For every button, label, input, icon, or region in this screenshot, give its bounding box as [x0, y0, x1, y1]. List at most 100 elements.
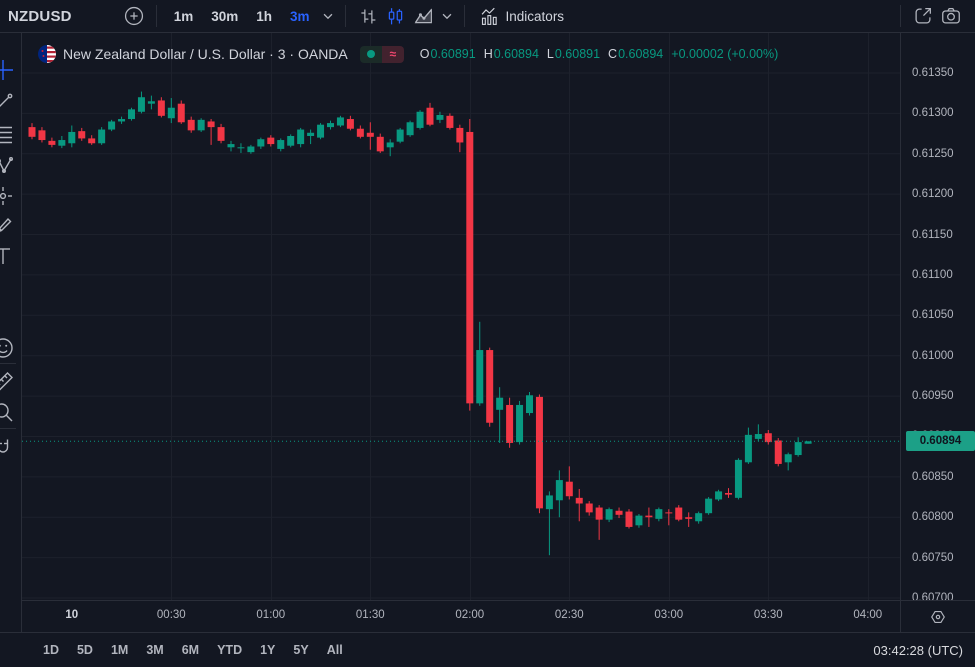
top-toolbar: NZDUSD 1m 30m 1h 3m	[0, 0, 975, 33]
range-button-5d[interactable]: 5D	[70, 639, 100, 661]
range-button-1y[interactable]: 1Y	[253, 639, 282, 661]
magnet-icon	[0, 439, 9, 453]
last-price-badge: 0.60894	[906, 431, 975, 452]
drawing-toolbar	[0, 33, 22, 632]
time-tick-label: 01:00	[256, 609, 286, 621]
chevron-down-icon	[442, 13, 451, 20]
pattern-icon	[0, 157, 14, 173]
time-tick-label: 10	[65, 609, 79, 621]
range-button-1m[interactable]: 1M	[104, 639, 135, 661]
price-tick-label: 0.61050	[912, 309, 954, 322]
time-tick-label: 01:30	[355, 609, 385, 621]
toolbar-separator	[900, 5, 901, 27]
time-tick-label: 03:30	[753, 609, 783, 621]
price-tick-label: 0.61300	[912, 107, 954, 120]
interval-button-1m[interactable]: 1m	[165, 5, 203, 28]
time-tick-label: 03:00	[654, 609, 684, 621]
measure-tool-button[interactable]	[0, 369, 17, 395]
bar-chart-type-button[interactable]	[354, 2, 382, 30]
emoji-tool-button[interactable]	[0, 335, 17, 361]
sidebar-separator	[0, 363, 16, 364]
plus-icon	[124, 6, 143, 26]
interval-button-3m[interactable]: 3m	[281, 5, 319, 28]
market-status-pill[interactable]: ≈	[359, 45, 404, 63]
time-tick-label: 00:30	[156, 609, 186, 621]
interval-group: 1m 30m 1h 3m	[165, 5, 319, 28]
range-button-3m[interactable]: 3M	[139, 639, 170, 661]
price-tick-label: 0.61250	[912, 147, 954, 160]
candlestick-chart-type-icon	[388, 7, 403, 24]
price-tick-label: 0.61000	[912, 349, 954, 362]
price-tick-label: 0.61350	[912, 67, 954, 79]
range-button-ytd[interactable]: YTD	[210, 639, 249, 661]
interval-button-30m[interactable]: 30m	[202, 5, 247, 28]
main-area: New Zealand Dollar / U.S. Dollar · 3 · O…	[0, 33, 975, 632]
brush-icon	[0, 217, 12, 233]
time-tick-label: 02:00	[455, 609, 485, 621]
interval-button-1h[interactable]: 1h	[247, 5, 281, 28]
interval-menu-button[interactable]	[319, 2, 337, 30]
brush-tool-button[interactable]	[0, 213, 17, 239]
market-open-dot-icon	[359, 45, 382, 63]
crosshair-tool-button[interactable]	[0, 57, 17, 83]
magnifier-icon	[0, 403, 13, 422]
indicators-button[interactable]: Indicators	[473, 2, 571, 31]
trend-line-icon	[0, 93, 13, 107]
long-position-tool-button[interactable]	[0, 183, 17, 209]
price-tick-label: 0.60950	[912, 390, 954, 403]
magnet-tool-button[interactable]	[0, 435, 17, 461]
indicators-label: Indicators	[505, 8, 565, 24]
trend-line-tool-button[interactable]	[0, 90, 17, 116]
chart-pane[interactable]: New Zealand Dollar / U.S. Dollar · 3 · O…	[22, 33, 900, 632]
toolbar-separator	[344, 5, 346, 27]
text-tool-button[interactable]	[0, 243, 17, 269]
chart-type-menu-button[interactable]	[438, 2, 456, 30]
xabcd-pattern-tool-button[interactable]	[0, 154, 17, 180]
chevron-down-icon	[323, 13, 332, 20]
zoom-tool-button[interactable]	[0, 399, 17, 425]
symbol-name[interactable]: NZDUSD	[8, 7, 72, 25]
date-range-group: 1D 5D 1M 3M 6M YTD 1Y 5Y All	[36, 639, 350, 661]
ruler-icon	[0, 372, 13, 391]
price-axis[interactable]: 0.61350 0.61300 0.61250 0.61200 0.61150 0.611…	[900, 33, 975, 632]
candlestick-chart-type-button[interactable]	[382, 2, 410, 30]
price-tick-label: 0.60750	[912, 551, 954, 564]
compare-add-symbol-button[interactable]	[120, 2, 148, 30]
indicators-icon	[481, 7, 497, 25]
fib-retracement-tool-button[interactable]	[0, 122, 17, 148]
area-chart-type-icon	[414, 7, 432, 23]
price-tick-label: 0.61100	[912, 268, 953, 281]
range-button-5y[interactable]: 5Y	[286, 639, 315, 661]
price-tick-label: 0.61150	[912, 228, 953, 241]
toolbar-separator	[155, 5, 157, 27]
range-button-1d[interactable]: 1D	[36, 639, 66, 661]
time-tick-label: 02:30	[554, 609, 584, 621]
axis-settings-icon[interactable]	[928, 607, 948, 627]
fib-retracement-icon	[0, 126, 12, 144]
area-chart-type-button[interactable]	[410, 2, 438, 30]
share-icon	[915, 8, 931, 24]
range-button-6m[interactable]: 6M	[175, 639, 206, 661]
price-tick-label: 0.60700	[912, 592, 954, 604]
bottom-toolbar: 1D 5D 1M 3M 6M YTD 1Y 5Y All 03:42:28 (UTC)	[0, 632, 975, 667]
crosshair-icon	[0, 60, 13, 80]
price-tick-label: 0.60800	[912, 511, 954, 524]
emoji-icon	[0, 338, 13, 358]
price-tick-label: 0.61200	[912, 188, 954, 201]
time-axis[interactable]: 10 00:30 01:00 01:30 02:00 02:30 03:00 03:30 04:…	[22, 600, 900, 632]
screenshot-button[interactable]	[937, 2, 965, 30]
range-button-all[interactable]: All	[320, 639, 350, 661]
position-icon	[0, 187, 12, 205]
candlestick-chart[interactable]	[22, 33, 900, 600]
publish-share-button[interactable]	[909, 2, 937, 30]
delayed-data-icon: ≈	[381, 45, 404, 63]
camera-icon	[942, 8, 960, 24]
clock[interactable]: 03:42:28 (UTC)	[873, 642, 963, 658]
toolbar-separator	[463, 5, 465, 27]
axis-corner-divider	[901, 600, 975, 601]
sidebar-separator	[0, 428, 16, 429]
price-tick-label: 0.60850	[912, 470, 954, 483]
bar-chart-type-icon	[361, 9, 376, 23]
text-icon	[0, 248, 10, 264]
